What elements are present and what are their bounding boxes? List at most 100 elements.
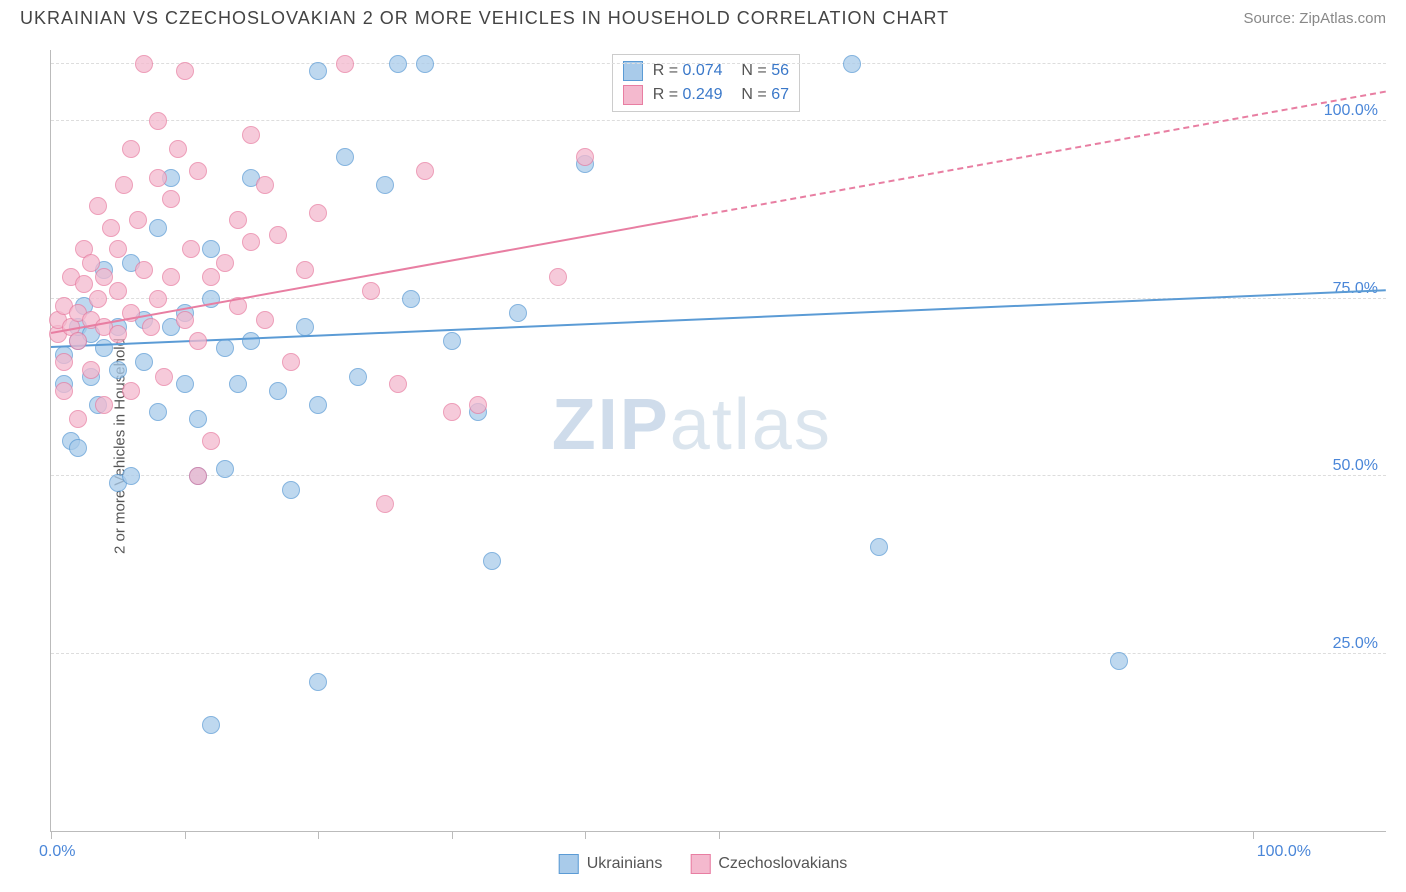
data-point — [362, 282, 380, 300]
data-point — [309, 396, 327, 414]
data-point — [182, 240, 200, 258]
scatter-chart: ZIPatlas R = 0.074 N = 56R = 0.249 N = 6… — [50, 50, 1386, 832]
data-point — [336, 55, 354, 73]
data-point — [216, 460, 234, 478]
data-point — [282, 481, 300, 499]
gridline — [51, 120, 1386, 121]
x-tick-label-max: 100.0% — [1257, 843, 1311, 861]
data-point — [256, 176, 274, 194]
data-point — [109, 240, 127, 258]
data-point — [376, 495, 394, 513]
data-point — [162, 268, 180, 286]
data-point — [296, 261, 314, 279]
data-point — [55, 382, 73, 400]
chart-source: Source: ZipAtlas.com — [1243, 10, 1386, 27]
data-point — [296, 318, 314, 336]
data-point — [149, 169, 167, 187]
data-point — [202, 268, 220, 286]
data-point — [256, 311, 274, 329]
data-point — [483, 552, 501, 570]
data-point — [416, 162, 434, 180]
x-tick — [452, 831, 453, 839]
data-point — [162, 190, 180, 208]
data-point — [549, 268, 567, 286]
data-point — [122, 382, 140, 400]
data-point — [389, 375, 407, 393]
series-legend-item: Ukrainians — [559, 854, 663, 874]
data-point — [69, 410, 87, 428]
data-point — [242, 332, 260, 350]
data-point — [109, 361, 127, 379]
data-point — [269, 382, 287, 400]
data-point — [176, 62, 194, 80]
data-point — [89, 197, 107, 215]
data-point — [95, 339, 113, 357]
series-legend: Ukrainians Czechoslovakians — [559, 854, 848, 874]
data-point — [189, 467, 207, 485]
data-point — [576, 148, 594, 166]
legend-row: R = 0.249 N = 67 — [623, 83, 789, 107]
data-point — [389, 55, 407, 73]
series-label: Czechoslovakians — [718, 855, 847, 873]
data-point — [95, 396, 113, 414]
data-point — [229, 211, 247, 229]
y-tick-label: 50.0% — [1333, 457, 1378, 475]
data-point — [149, 403, 167, 421]
legend-swatch — [623, 85, 643, 105]
data-point — [176, 311, 194, 329]
x-tick — [585, 831, 586, 839]
x-tick — [1253, 831, 1254, 839]
data-point — [1110, 652, 1128, 670]
data-point — [282, 353, 300, 371]
y-tick-label: 25.0% — [1333, 635, 1378, 653]
x-tick — [318, 831, 319, 839]
data-point — [95, 268, 113, 286]
data-point — [135, 353, 153, 371]
data-point — [242, 126, 260, 144]
data-point — [69, 332, 87, 350]
data-point — [149, 219, 167, 237]
y-tick-label: 100.0% — [1324, 102, 1378, 120]
data-point — [202, 432, 220, 450]
data-point — [75, 275, 93, 293]
data-point — [69, 439, 87, 457]
legend-swatch — [690, 854, 710, 874]
data-point — [269, 226, 287, 244]
x-tick — [185, 831, 186, 839]
data-point — [336, 148, 354, 166]
data-point — [309, 62, 327, 80]
data-point — [202, 240, 220, 258]
watermark: ZIPatlas — [552, 384, 832, 466]
gridline — [51, 653, 1386, 654]
data-point — [309, 204, 327, 222]
data-point — [229, 375, 247, 393]
data-point — [189, 332, 207, 350]
data-point — [55, 353, 73, 371]
data-point — [309, 673, 327, 691]
y-tick-label: 75.0% — [1333, 280, 1378, 298]
chart-title: UKRAINIAN VS CZECHOSLOVAKIAN 2 OR MORE V… — [20, 8, 949, 29]
series-label: Ukrainians — [587, 855, 663, 873]
data-point — [176, 375, 194, 393]
data-point — [82, 254, 100, 272]
data-point — [443, 403, 461, 421]
data-point — [216, 339, 234, 357]
chart-header: UKRAINIAN VS CZECHOSLOVAKIAN 2 OR MORE V… — [0, 0, 1406, 33]
data-point — [149, 112, 167, 130]
data-point — [122, 140, 140, 158]
data-point — [115, 176, 133, 194]
series-legend-item: Czechoslovakians — [690, 854, 847, 874]
legend-r-label: R = 0.249 — [653, 83, 723, 107]
data-point — [189, 410, 207, 428]
data-point — [169, 140, 187, 158]
gridline — [51, 63, 1386, 64]
data-point — [129, 211, 147, 229]
data-point — [189, 162, 207, 180]
data-point — [122, 467, 140, 485]
data-point — [102, 219, 120, 237]
data-point — [155, 368, 173, 386]
data-point — [202, 716, 220, 734]
data-point — [509, 304, 527, 322]
data-point — [469, 396, 487, 414]
watermark-light: atlas — [670, 385, 832, 465]
